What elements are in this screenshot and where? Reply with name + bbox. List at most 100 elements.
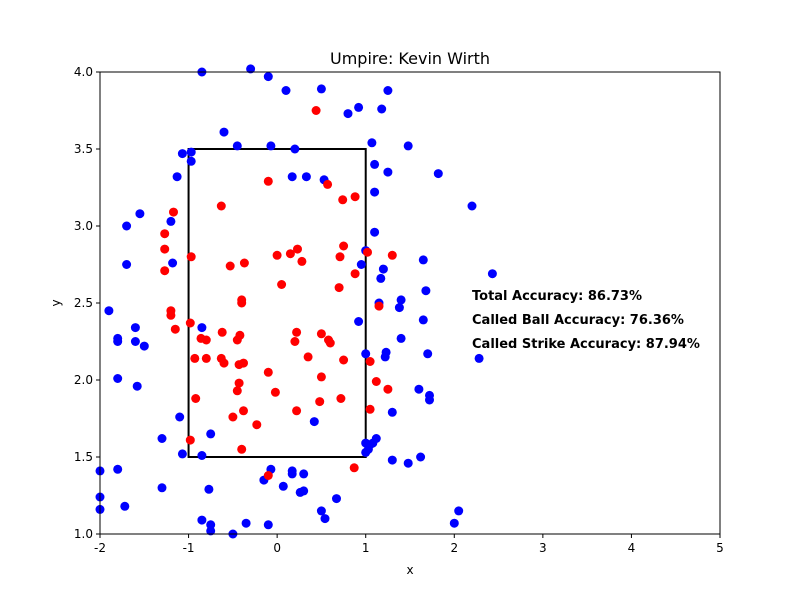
data-point <box>320 514 330 524</box>
data-point <box>263 520 273 530</box>
x-tick-label: 4 <box>628 541 636 555</box>
y-tick-label: 3.5 <box>74 142 93 156</box>
x-axis-label: x <box>406 563 413 577</box>
data-point <box>186 156 196 166</box>
data-point <box>309 417 319 427</box>
strike-zone-box <box>187 148 367 458</box>
data-point <box>371 377 381 386</box>
data-point <box>135 209 145 219</box>
data-point <box>232 141 242 151</box>
data-point <box>185 318 195 328</box>
data-point <box>191 394 201 403</box>
data-point <box>396 295 406 305</box>
data-point <box>287 469 297 479</box>
x-tick-label: 3 <box>539 541 547 555</box>
data-point <box>414 384 424 394</box>
data-point <box>130 337 140 346</box>
data-point <box>204 484 214 494</box>
data-point <box>160 244 170 254</box>
data-point <box>335 252 345 262</box>
y-tick-label: 1.0 <box>74 527 93 541</box>
data-point <box>354 317 364 326</box>
data-point <box>474 353 484 363</box>
data-point <box>232 335 242 345</box>
data-point <box>277 280 287 289</box>
y-tick-label: 3.0 <box>74 219 93 233</box>
data-point <box>394 303 404 313</box>
data-point <box>403 141 413 151</box>
data-point <box>361 349 371 359</box>
data-point <box>365 404 375 414</box>
y-axis-label: y <box>49 299 63 306</box>
data-point <box>169 207 178 217</box>
data-point <box>374 301 384 311</box>
data-point <box>350 269 360 279</box>
data-point <box>383 167 393 177</box>
data-point <box>170 324 180 334</box>
data-point <box>113 464 123 474</box>
data-point <box>252 420 262 430</box>
data-point <box>365 357 375 366</box>
data-point <box>239 258 249 268</box>
data-point <box>425 395 434 405</box>
data-point <box>266 141 276 151</box>
y-tick-label: 2.0 <box>74 373 93 387</box>
y-tick-label: 4.0 <box>74 65 93 79</box>
data-point <box>316 506 326 516</box>
x-tick-label: -1 <box>183 541 195 555</box>
data-point <box>301 172 311 182</box>
data-point <box>418 255 428 265</box>
data-point <box>332 494 341 504</box>
data-point <box>130 323 140 333</box>
data-point <box>339 241 349 251</box>
data-point <box>239 358 248 368</box>
data-point <box>190 353 200 363</box>
accuracy-annotation: Total Accuracy: 86.73% <box>472 289 642 304</box>
x-tick-label: 1 <box>362 541 370 555</box>
accuracy-annotation: Called Strike Accuracy: 87.94% <box>472 337 700 352</box>
data-point <box>160 266 170 276</box>
data-point <box>293 244 302 254</box>
x-tick-label: 2 <box>450 541 458 555</box>
data-point <box>370 159 380 169</box>
data-point <box>246 64 256 74</box>
data-point <box>160 229 170 239</box>
data-point <box>177 149 187 159</box>
data-point <box>172 172 182 182</box>
x-tick-label: -2 <box>94 541 106 555</box>
data-point <box>237 444 247 454</box>
data-point <box>363 247 372 257</box>
y-tick-label: 2.5 <box>74 296 93 310</box>
data-point <box>356 260 366 269</box>
data-point <box>418 315 428 325</box>
data-point <box>316 372 326 382</box>
y-tick-label: 1.5 <box>74 450 93 464</box>
data-point <box>381 347 391 357</box>
data-point <box>387 250 397 260</box>
data-point <box>303 352 313 362</box>
data-point <box>290 337 300 346</box>
data-point <box>157 483 167 493</box>
data-point <box>175 412 185 422</box>
data-point <box>290 144 300 154</box>
data-point <box>421 286 431 296</box>
data-point <box>263 176 273 186</box>
data-point <box>206 429 216 439</box>
data-point <box>367 138 377 148</box>
data-point <box>376 273 386 283</box>
data-point <box>467 201 477 211</box>
data-point <box>396 333 406 343</box>
data-point <box>315 397 325 407</box>
data-point <box>387 455 397 465</box>
data-point <box>338 195 348 205</box>
data-point <box>387 407 397 417</box>
data-point <box>299 469 309 479</box>
data-point <box>433 169 443 179</box>
x-axis: -2 -1 0 1 2 3 4 5 <box>94 534 724 555</box>
data-point <box>197 323 207 333</box>
data-point <box>166 216 176 226</box>
data-point <box>292 327 302 337</box>
accuracy-annotation: Called Ball Accuracy: 76.36% <box>472 313 684 328</box>
